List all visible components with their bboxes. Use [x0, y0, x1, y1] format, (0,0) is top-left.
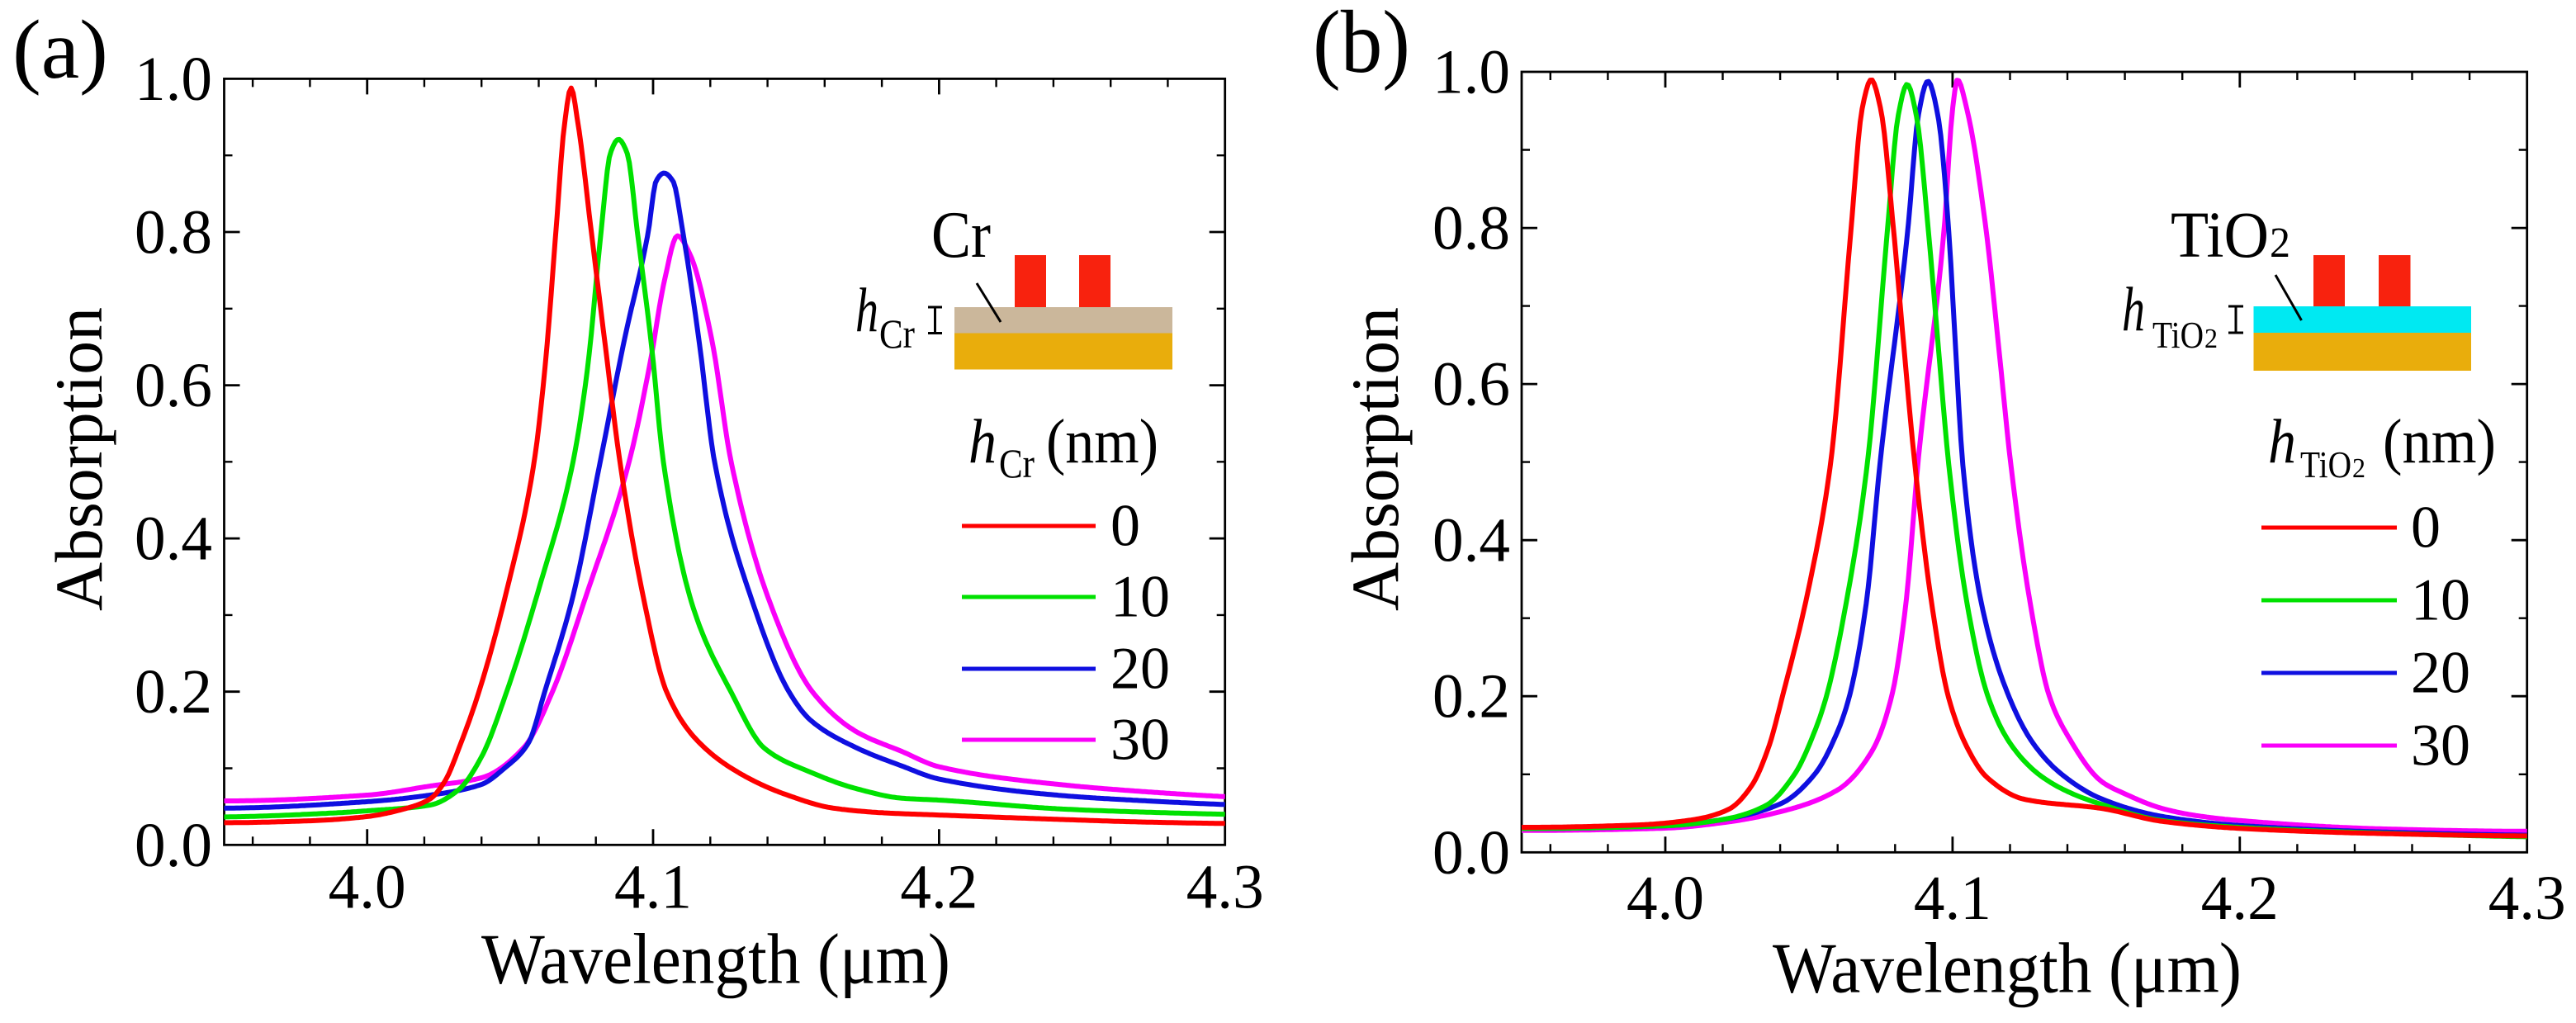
svg-text:10: 10: [2411, 567, 2470, 633]
svg-text:30: 30: [1110, 707, 1170, 773]
svg-text:20: 20: [2411, 640, 2470, 706]
svg-text:0: 0: [2411, 495, 2441, 561]
svg-text:4.1: 4.1: [1914, 864, 1991, 933]
svg-text:4.2: 4.2: [2201, 864, 2279, 933]
svg-text:Absorption: Absorption: [41, 307, 116, 611]
svg-text:4.3: 4.3: [1186, 853, 1264, 922]
svg-text:0.8: 0.8: [1432, 194, 1510, 263]
svg-text:(nm): (nm): [2383, 407, 2496, 476]
svg-text:2: 2: [2352, 453, 2365, 484]
svg-text:4.0: 4.0: [329, 853, 406, 922]
svg-text:0.2: 0.2: [1432, 662, 1510, 732]
svg-text:TiO: TiO: [2171, 200, 2269, 272]
svg-text:TiO: TiO: [2152, 314, 2204, 356]
svg-text:Cr: Cr: [931, 199, 991, 272]
svg-text:2: 2: [2270, 220, 2290, 267]
svg-text:h: h: [968, 407, 997, 476]
svg-text:(nm): (nm): [1046, 407, 1158, 476]
svg-text:1.0: 1.0: [135, 45, 212, 114]
svg-text:(b): (b): [1313, 0, 1410, 92]
svg-text:TiO: TiO: [2300, 443, 2351, 485]
svg-text:4.2: 4.2: [900, 853, 978, 922]
svg-text:20: 20: [1110, 636, 1170, 702]
svg-text:Wavelength (μm): Wavelength (μm): [481, 919, 950, 999]
svg-text:0.6: 0.6: [1432, 350, 1510, 419]
svg-text:0.8: 0.8: [135, 197, 212, 267]
svg-text:h: h: [855, 276, 878, 345]
svg-text:(a): (a): [12, 3, 108, 97]
svg-text:4.3: 4.3: [2488, 864, 2566, 933]
svg-text:30: 30: [2411, 713, 2470, 779]
svg-text:0.4: 0.4: [135, 504, 212, 574]
svg-text:4.0: 4.0: [1627, 864, 1704, 933]
svg-text:0.2: 0.2: [135, 657, 212, 727]
svg-text:2: 2: [2204, 324, 2218, 354]
svg-text:10: 10: [1110, 564, 1170, 630]
svg-text:0.0: 0.0: [1432, 818, 1510, 888]
svg-text:0.4: 0.4: [1432, 506, 1510, 575]
svg-text:0.0: 0.0: [135, 811, 212, 880]
svg-text:Absorption: Absorption: [1338, 307, 1413, 611]
svg-text:0.6: 0.6: [135, 351, 212, 420]
svg-text:0: 0: [1110, 493, 1140, 559]
svg-text:1.0: 1.0: [1432, 38, 1510, 107]
svg-text:4.1: 4.1: [614, 853, 692, 922]
svg-text:h: h: [2268, 407, 2296, 476]
svg-text:Cr: Cr: [999, 440, 1035, 486]
svg-text:Cr: Cr: [879, 310, 915, 357]
svg-text:h: h: [2122, 275, 2145, 344]
svg-text:Wavelength (μm): Wavelength (μm): [1773, 927, 2242, 1007]
